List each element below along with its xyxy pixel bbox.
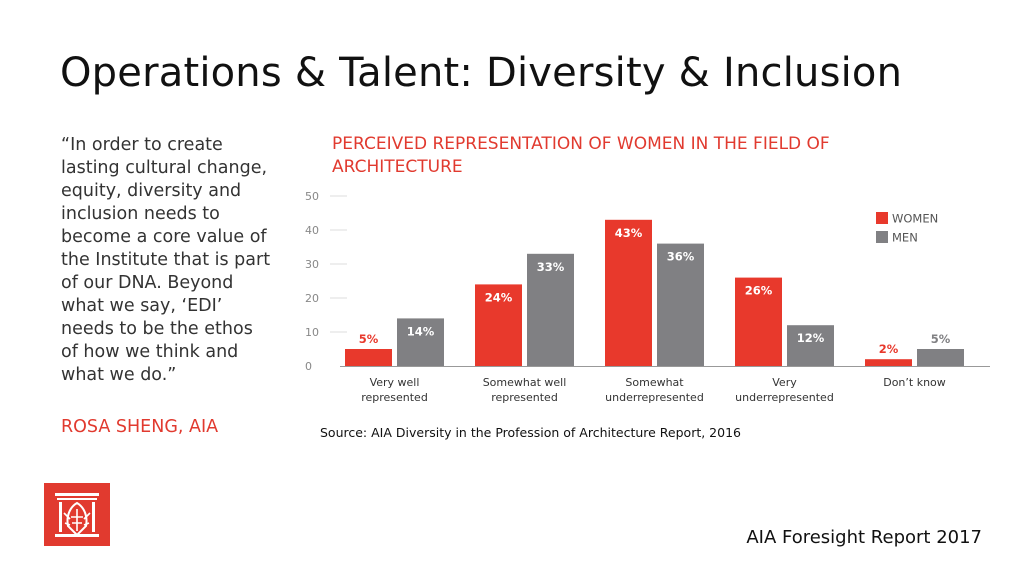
quote-author: ROSA SHENG, AIA bbox=[61, 417, 219, 437]
legend-swatch-women bbox=[876, 212, 888, 224]
bar-women bbox=[735, 277, 782, 366]
bar-women bbox=[475, 284, 522, 366]
data-label: 43% bbox=[615, 226, 643, 240]
data-label: 12% bbox=[797, 331, 825, 345]
data-label: 5% bbox=[931, 332, 951, 346]
data-label: 5% bbox=[359, 332, 379, 346]
category-label: represented bbox=[361, 391, 428, 404]
source-note: Source: AIA Diversity in the Profession … bbox=[320, 425, 741, 440]
data-label: 33% bbox=[537, 260, 565, 274]
y-tick-label: 10 bbox=[305, 326, 319, 339]
category-label: Somewhat bbox=[625, 376, 684, 389]
bar-chart: 0 10 20 30 40 50 5% 14% Very well represented 24% 3… bbox=[305, 190, 990, 404]
bar-men bbox=[917, 349, 964, 366]
footer-report: AIA Foresight Report 2017 bbox=[746, 527, 982, 548]
bar-men bbox=[787, 325, 834, 366]
legend-label-women: WOMEN bbox=[892, 212, 938, 226]
chart-title: PERCEIVED REPRESENTATION OF WOMEN IN THE… bbox=[332, 134, 830, 177]
data-label: 26% bbox=[745, 284, 773, 298]
legend-swatch-men bbox=[876, 231, 888, 243]
y-tick-label: 30 bbox=[305, 258, 319, 271]
category-label: Very well bbox=[370, 376, 420, 389]
category-label: underrepresented bbox=[735, 391, 834, 404]
data-label: 14% bbox=[407, 324, 435, 338]
category-label: underrepresented bbox=[605, 391, 704, 404]
quote-text: “In order to create lasting cultural cha… bbox=[61, 135, 271, 385]
data-label: 2% bbox=[879, 342, 899, 356]
aia-eagle-logo-icon bbox=[44, 483, 110, 550]
y-tick-label: 40 bbox=[305, 224, 319, 237]
legend-label-men: MEN bbox=[892, 231, 918, 245]
bar-men bbox=[657, 243, 704, 366]
category-label: represented bbox=[491, 391, 558, 404]
data-label: 24% bbox=[485, 290, 513, 304]
y-tick-label: 50 bbox=[305, 190, 319, 203]
slide-title: Operations & Talent: Diversity & Inclusi… bbox=[60, 50, 903, 96]
bar-men bbox=[397, 318, 444, 366]
category-label: Very bbox=[772, 376, 797, 389]
y-tick-label: 0 bbox=[305, 360, 312, 373]
bar-women bbox=[345, 349, 392, 366]
category-label: Don’t know bbox=[883, 376, 946, 389]
bar-women bbox=[865, 359, 912, 366]
bar-men bbox=[527, 253, 574, 366]
data-label: 36% bbox=[667, 250, 695, 264]
y-tick-label: 20 bbox=[305, 292, 319, 305]
category-label: Somewhat well bbox=[483, 376, 567, 389]
bar-women bbox=[605, 219, 652, 366]
